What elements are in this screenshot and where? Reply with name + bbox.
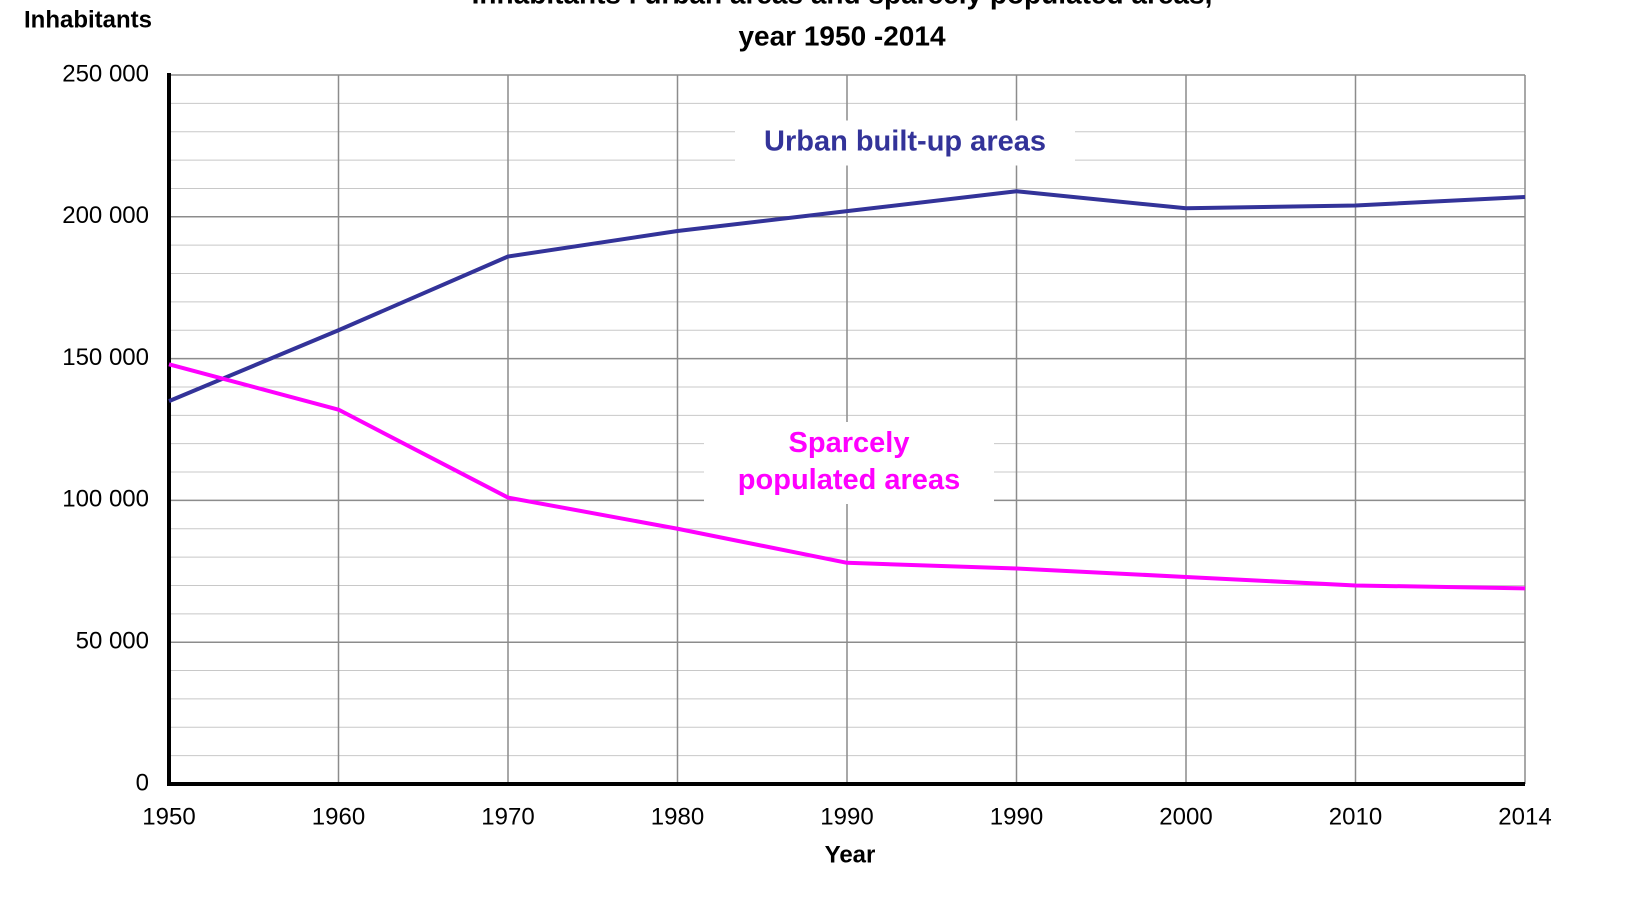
x-tick-label: 1990 xyxy=(990,803,1043,830)
series-label: Urban built-up areas xyxy=(764,126,1046,158)
y-tick-label: 0 xyxy=(136,769,149,796)
x-axis-label: Year xyxy=(825,841,876,868)
line-series xyxy=(168,189,1526,403)
label-background xyxy=(735,120,1075,166)
y-tick-label: 200 000 xyxy=(62,202,149,229)
x-tick-label: 1980 xyxy=(651,803,704,830)
y-tick-label: 250 000 xyxy=(62,60,149,87)
y-tick-label: 100 000 xyxy=(62,486,149,513)
line-series xyxy=(168,362,1526,591)
label-background xyxy=(704,422,994,504)
y-tick-label: 50 000 xyxy=(76,628,149,655)
series-label: populated areas xyxy=(738,464,960,496)
chart-title: Inhabitants i urban areas and sparcely p… xyxy=(472,0,1213,9)
y-axis-label: Inhabitants xyxy=(24,6,152,33)
x-tick-label: 2010 xyxy=(1329,803,1382,830)
x-tick-label: 2000 xyxy=(1159,803,1212,830)
x-tick-label: 2014 xyxy=(1498,803,1551,830)
x-tick-label: 1990 xyxy=(820,803,873,830)
x-tick-label: 1970 xyxy=(481,803,534,830)
y-tick-label: 150 000 xyxy=(62,344,149,371)
chart-title: year 1950 -2014 xyxy=(738,20,946,51)
x-tick-label: 1950 xyxy=(142,803,195,830)
x-tick-label: 1960 xyxy=(312,803,365,830)
series-label: Sparcely xyxy=(789,427,910,459)
